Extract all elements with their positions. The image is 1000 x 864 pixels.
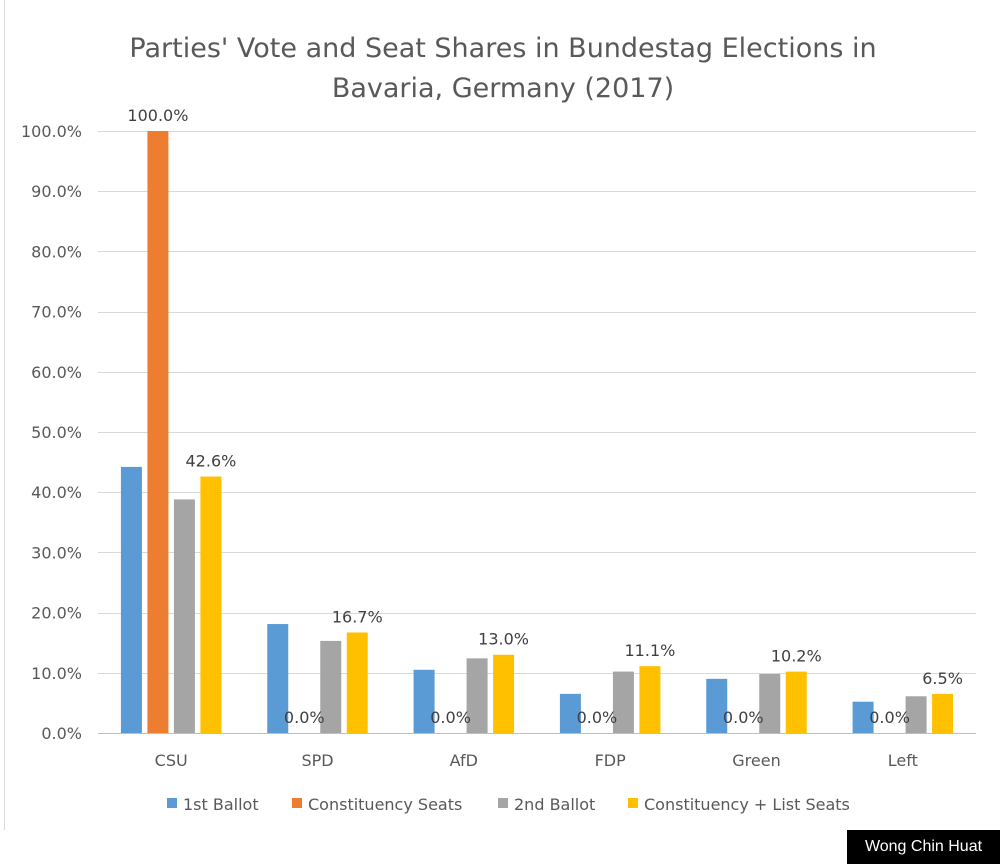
data-labels: 100.0% 42.6% 0.0% 16.7% 0.0% 13.0% 0.0% 11.1% 0.… (127, 106, 963, 727)
bar-left-series-1 (852, 701, 874, 733)
x-tick-label: FDP (595, 751, 627, 770)
legend-swatch (167, 798, 177, 808)
x-tick-label: AfD (450, 751, 478, 770)
bar-afd-series-4 (493, 654, 515, 733)
data-label: 0.0% (723, 708, 764, 727)
bar-green-series-4 (785, 671, 807, 733)
bar-afd-series-1 (413, 669, 435, 733)
data-label: 0.0% (577, 708, 618, 727)
y-tick-label: 60.0% (31, 363, 82, 382)
data-label: 11.1% (625, 641, 676, 660)
bar-spd-series-3 (320, 640, 342, 733)
x-axis-category-labels: CSU SPD AfD FDP Green Left (155, 751, 918, 770)
x-tick-label: CSU (155, 751, 188, 770)
chart-title: Parties' Vote and Seat Shares in Bundest… (129, 33, 876, 104)
chart-title-line-1: Parties' Vote and Seat Shares in Bundest… (129, 33, 876, 64)
legend-label: Constituency + List Seats (644, 795, 850, 814)
bar-green-series-3 (759, 674, 781, 733)
data-label: 42.6% (186, 452, 237, 471)
data-label: 0.0% (430, 708, 471, 727)
y-tick-label: 90.0% (31, 182, 82, 201)
y-tick-label: 20.0% (31, 604, 82, 623)
legend-item: 2nd Ballot (498, 795, 595, 814)
data-label: 10.2% (771, 647, 822, 666)
bar-spd-series-1 (267, 624, 289, 733)
legend-swatch (628, 798, 638, 808)
bar-fdp-series-4 (639, 666, 661, 733)
y-axis-tick-labels: 0.0% 10.0% 20.0% 30.0% 40.0% 50.0% 60.0% 70.0% 8… (21, 122, 82, 743)
gridlines (98, 131, 976, 734)
legend-item: 1st Ballot (167, 795, 259, 814)
legend-label: 2nd Ballot (514, 795, 595, 814)
chart-title-line-2: Bavaria, Germany (2017) (332, 73, 674, 104)
x-tick-label: Green (732, 751, 780, 770)
data-label: 100.0% (127, 106, 188, 125)
bar-fdp-series-1 (559, 693, 581, 733)
data-label: 0.0% (284, 708, 325, 727)
y-tick-label: 10.0% (31, 664, 82, 683)
data-label: 0.0% (869, 708, 910, 727)
bar-left-series-3 (905, 696, 927, 733)
legend-swatch (498, 798, 508, 808)
y-tick-label: 30.0% (31, 543, 82, 562)
bar-spd-series-4 (346, 632, 368, 733)
legend-swatch (292, 798, 302, 808)
y-tick-label: 50.0% (31, 423, 82, 442)
bars (120, 131, 954, 733)
x-tick-label: Left (888, 751, 918, 770)
y-tick-label: 0.0% (41, 724, 82, 743)
bar-csu-series-4 (200, 476, 222, 733)
bar-left-series-4 (932, 693, 954, 733)
y-tick-label: 100.0% (21, 122, 82, 141)
y-tick-label: 70.0% (31, 303, 82, 322)
bar-fdp-series-3 (612, 671, 634, 733)
x-tick-label: SPD (301, 751, 333, 770)
legend-label: Constituency Seats (308, 795, 462, 814)
data-label: 16.7% (332, 607, 383, 626)
data-label: 13.0% (478, 630, 529, 649)
bar-afd-series-3 (466, 658, 488, 733)
bar-csu-series-2 (147, 131, 169, 733)
bar-csu-series-3 (173, 499, 195, 733)
legend: 1st Ballot Constituency Seats 2nd Ballot Co… (167, 795, 850, 814)
data-label: 6.5% (922, 669, 963, 688)
credit-badge: Wong Chin Huat (847, 830, 1000, 864)
legend-item: Constituency Seats (292, 795, 462, 814)
bar-green-series-1 (706, 678, 728, 733)
y-tick-label: 80.0% (31, 242, 82, 261)
legend-label: 1st Ballot (183, 795, 259, 814)
legend-item: Constituency + List Seats (628, 795, 850, 814)
y-tick-label: 40.0% (31, 483, 82, 502)
bar-csu-series-1 (120, 466, 142, 733)
